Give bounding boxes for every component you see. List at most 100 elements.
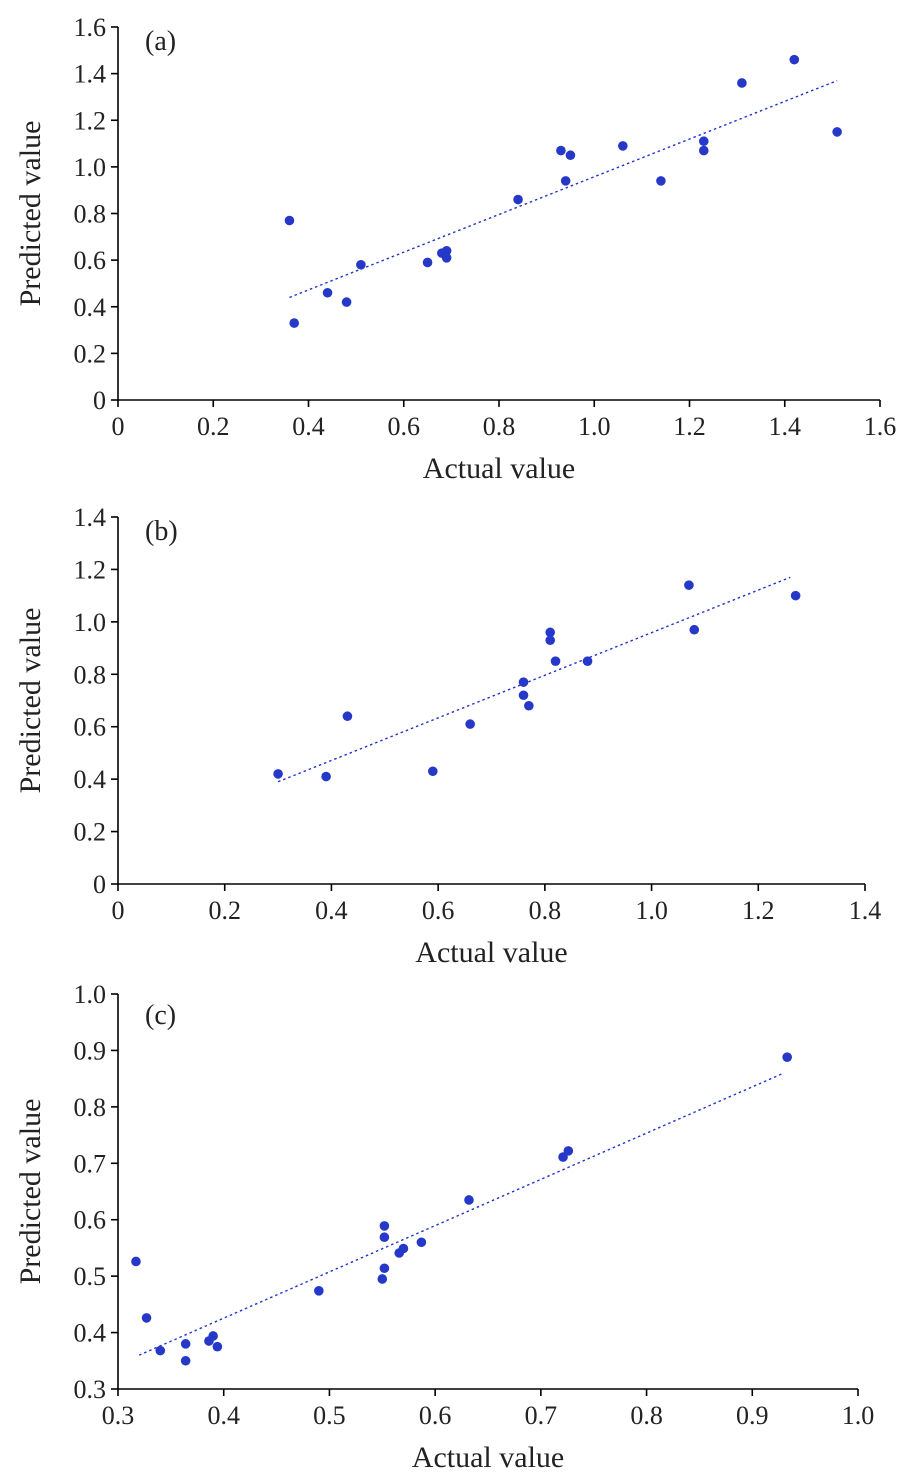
y-tick-label: 0.2 bbox=[74, 818, 107, 847]
data-point bbox=[180, 1355, 191, 1366]
x-tick-label: 1.6 bbox=[864, 412, 897, 441]
data-point bbox=[289, 318, 300, 328]
panel-label: (b) bbox=[145, 516, 178, 547]
y-tick-label: 0 bbox=[93, 386, 106, 415]
y-tick-label: 0.5 bbox=[74, 1262, 107, 1291]
y-tick-label: 1.0 bbox=[74, 608, 107, 637]
data-point bbox=[689, 624, 700, 635]
y-tick-label: 1.2 bbox=[74, 555, 107, 584]
y-tick-label: 1.0 bbox=[74, 153, 107, 182]
data-point bbox=[428, 766, 438, 777]
data-point bbox=[698, 136, 709, 147]
x-tick-label: 1.2 bbox=[742, 896, 775, 925]
data-point bbox=[465, 719, 475, 729]
data-point bbox=[545, 635, 555, 646]
trend-line bbox=[138, 1072, 785, 1356]
trend-line bbox=[289, 79, 838, 299]
y-tick-label: 0.4 bbox=[74, 1319, 107, 1348]
x-tick-label: 0.8 bbox=[529, 896, 562, 925]
data-point bbox=[379, 1221, 390, 1231]
data-point bbox=[416, 1237, 427, 1248]
x-tick-label: 1.0 bbox=[635, 896, 668, 925]
data-point bbox=[273, 769, 283, 779]
data-point bbox=[422, 257, 433, 268]
data-point bbox=[208, 1331, 218, 1341]
data-point bbox=[341, 297, 352, 307]
data-point bbox=[314, 1286, 324, 1296]
x-tick-label: 0.6 bbox=[419, 1401, 452, 1430]
x-tick-label: 0.5 bbox=[313, 1401, 346, 1430]
data-point bbox=[618, 141, 628, 151]
data-point bbox=[782, 1052, 792, 1062]
x-tick-label: 0.6 bbox=[388, 412, 421, 441]
data-point bbox=[284, 215, 295, 226]
y-tick-label: 0.9 bbox=[74, 1036, 107, 1065]
data-point bbox=[563, 1146, 574, 1156]
y-tick-label: 1.6 bbox=[74, 13, 107, 42]
x-tick-label: 0.7 bbox=[525, 1401, 558, 1430]
y-tick-label: 0.6 bbox=[74, 1206, 107, 1235]
x-tick-label: 1.4 bbox=[769, 412, 802, 441]
y-tick-label: 0.8 bbox=[74, 660, 107, 689]
x-tick-label: 0.3 bbox=[102, 1401, 135, 1430]
panel-label: (a) bbox=[145, 26, 176, 57]
data-point bbox=[524, 700, 534, 711]
y-tick-label: 0.6 bbox=[74, 246, 107, 275]
x-tick-label: 0.4 bbox=[315, 896, 348, 925]
data-point bbox=[398, 1243, 409, 1254]
x-tick-label: 0.4 bbox=[292, 412, 325, 441]
data-point bbox=[556, 145, 566, 156]
data-point bbox=[464, 1195, 474, 1205]
data-point bbox=[131, 1256, 141, 1267]
data-point bbox=[356, 259, 366, 270]
y-tick-label: 1.2 bbox=[74, 106, 107, 135]
data-point bbox=[518, 677, 529, 687]
x-tick-label: 0.6 bbox=[422, 896, 455, 925]
x-tick-label: 1.4 bbox=[849, 896, 882, 925]
data-point bbox=[518, 690, 529, 701]
x-tick-label: 1.2 bbox=[673, 412, 706, 441]
panel-a: 0 0.2 0.4 0.6 0.8 1.0 1.2 1.4 1.6 0 0.2 0.4 0.6 0.8 1.… bbox=[14, 13, 896, 485]
data-point bbox=[321, 771, 331, 782]
data-point bbox=[790, 590, 801, 601]
data-point bbox=[322, 287, 333, 298]
x-tick-label: 0 bbox=[112, 896, 125, 925]
y-tick-label: 0.3 bbox=[74, 1375, 107, 1404]
y-axis-title: Predicted value bbox=[14, 121, 47, 307]
panel-label: (c) bbox=[145, 1000, 176, 1031]
x-tick-label: 1.0 bbox=[578, 412, 611, 441]
data-point bbox=[789, 54, 800, 65]
data-point bbox=[342, 711, 353, 722]
y-tick-label: 1.4 bbox=[74, 60, 107, 89]
y-tick-label: 0 bbox=[93, 870, 106, 899]
data-point bbox=[141, 1313, 152, 1323]
data-point bbox=[560, 176, 571, 186]
y-tick-label: 0.8 bbox=[74, 1093, 107, 1122]
y-tick-label: 0.2 bbox=[74, 339, 107, 368]
y-tick-label: 0.6 bbox=[74, 713, 107, 742]
data-point bbox=[550, 656, 561, 666]
y-axis-title: Predicted value bbox=[14, 1099, 47, 1285]
x-axis-title: Actual value bbox=[415, 936, 567, 969]
y-axis-title: Predicted value bbox=[14, 608, 47, 794]
x-tick-label: 1.0 bbox=[842, 1401, 875, 1430]
data-point bbox=[155, 1345, 166, 1356]
panel-b: 0 0.2 0.4 0.6 0.8 1.0 1.2 1.4 0 0.2 0.4 0.6 0.8 1.0 1.… bbox=[14, 503, 881, 969]
data-point bbox=[379, 1263, 390, 1274]
x-tick-label: 0.8 bbox=[630, 1401, 663, 1430]
x-tick-label: 0.4 bbox=[207, 1401, 240, 1430]
y-tick-label: 0.7 bbox=[74, 1149, 107, 1178]
data-point bbox=[441, 246, 452, 256]
x-axis-title: Actual value bbox=[412, 1441, 564, 1474]
data-point bbox=[180, 1339, 191, 1349]
data-point bbox=[377, 1274, 388, 1284]
y-tick-label: 0.8 bbox=[74, 200, 107, 229]
data-point bbox=[545, 627, 555, 638]
y-tick-label: 1.0 bbox=[74, 980, 107, 1009]
x-tick-label: 0.2 bbox=[197, 412, 230, 441]
x-tick-label: 0 bbox=[112, 412, 125, 441]
x-tick-label: 0.8 bbox=[483, 412, 516, 441]
data-point bbox=[698, 145, 709, 156]
data-point bbox=[565, 150, 576, 161]
